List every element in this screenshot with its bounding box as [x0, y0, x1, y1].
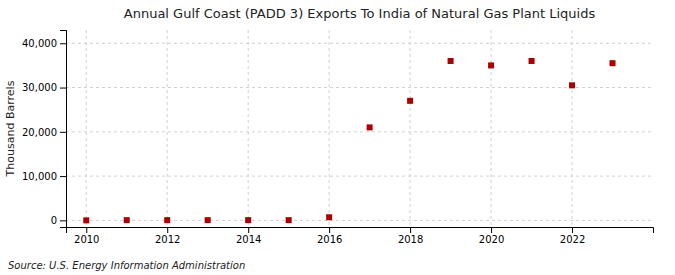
point: [286, 217, 292, 223]
tick-label: 2018: [398, 234, 423, 245]
y-axis-title: Thousand Barrels: [4, 80, 17, 177]
point: [569, 82, 575, 88]
tick-label: 2012: [155, 234, 180, 245]
point: [407, 98, 413, 104]
point: [448, 58, 454, 64]
point: [326, 214, 332, 220]
point: [205, 217, 211, 223]
tick-label: 2022: [560, 234, 585, 245]
grid-line-x: [329, 30, 330, 227]
tick-mark: [248, 227, 249, 233]
tick-mark: [86, 227, 87, 233]
chart: 2010 2012 2014 2016 2018 2020 2022 0 10,000 20,00…: [0, 0, 675, 275]
point: [245, 217, 251, 223]
points: [83, 58, 615, 223]
tick-label: 2020: [479, 234, 504, 245]
tick: 2022: [560, 227, 585, 245]
point: [124, 217, 130, 223]
tick-mark: [491, 227, 492, 233]
tick-mark: [60, 220, 66, 221]
grid-line-y: [66, 43, 653, 44]
tick-mark: [167, 227, 168, 233]
tick: 2010: [74, 227, 99, 245]
tick-label: 2016: [317, 234, 342, 245]
tick-label: 40,000: [22, 38, 57, 49]
tick: 2018: [398, 227, 423, 245]
grid-line-x: [410, 30, 411, 227]
tick: 2014: [236, 227, 261, 245]
tick: 0: [51, 215, 66, 226]
tick-mark: [572, 227, 573, 233]
title: Annual Gulf Coast (PADD 3) Exports To In…: [124, 6, 596, 21]
grid-line-y: [66, 220, 653, 221]
grid-line-x: [167, 30, 168, 227]
y-axis: 0 10,000 20,000 30,000 40,000: [22, 31, 67, 228]
axis-line: [67, 228, 654, 234]
tick-label: 10,000: [22, 171, 57, 182]
grid-line-x: [248, 30, 249, 227]
tick-label: 30,000: [22, 82, 57, 93]
grid-line-x: [491, 30, 492, 227]
point: [164, 217, 170, 223]
tick: 20,000: [22, 127, 66, 138]
grid-line-y: [66, 87, 653, 88]
grid: [66, 30, 653, 227]
point: [488, 62, 494, 68]
tick: 2012: [155, 227, 180, 245]
point: [367, 124, 373, 130]
tick-label: 0: [51, 215, 57, 226]
tick-label: 2014: [236, 234, 261, 245]
tick: 10,000: [22, 171, 66, 182]
tick-mark: [60, 176, 66, 177]
point: [83, 217, 89, 223]
tick: 2016: [317, 227, 342, 245]
point: [610, 60, 616, 66]
tick: 2020: [479, 227, 504, 245]
x-axis: 2010 2012 2014 2016 2018 2020 2022: [67, 227, 654, 245]
source: Source: U.S. Energy Information Administ…: [8, 260, 245, 271]
grid-line-y: [66, 131, 653, 132]
grid-line-x: [572, 30, 573, 227]
tick-label: 2010: [74, 234, 99, 245]
grid-line-y: [66, 176, 653, 177]
tick-label: 20,000: [22, 127, 57, 138]
axis-line: [60, 31, 67, 228]
tick: 30,000: [22, 82, 66, 93]
plot: 2010 2012 2014 2016 2018 2020 2022 0 10,000 20,00…: [22, 30, 654, 245]
tick: 40,000: [22, 38, 66, 49]
tick-mark: [329, 227, 330, 233]
tick-mark: [60, 132, 66, 133]
point: [529, 58, 535, 64]
grid-line-x: [86, 30, 87, 227]
tick-mark: [60, 43, 66, 44]
tick-mark: [410, 227, 411, 233]
tick-mark: [60, 88, 66, 89]
